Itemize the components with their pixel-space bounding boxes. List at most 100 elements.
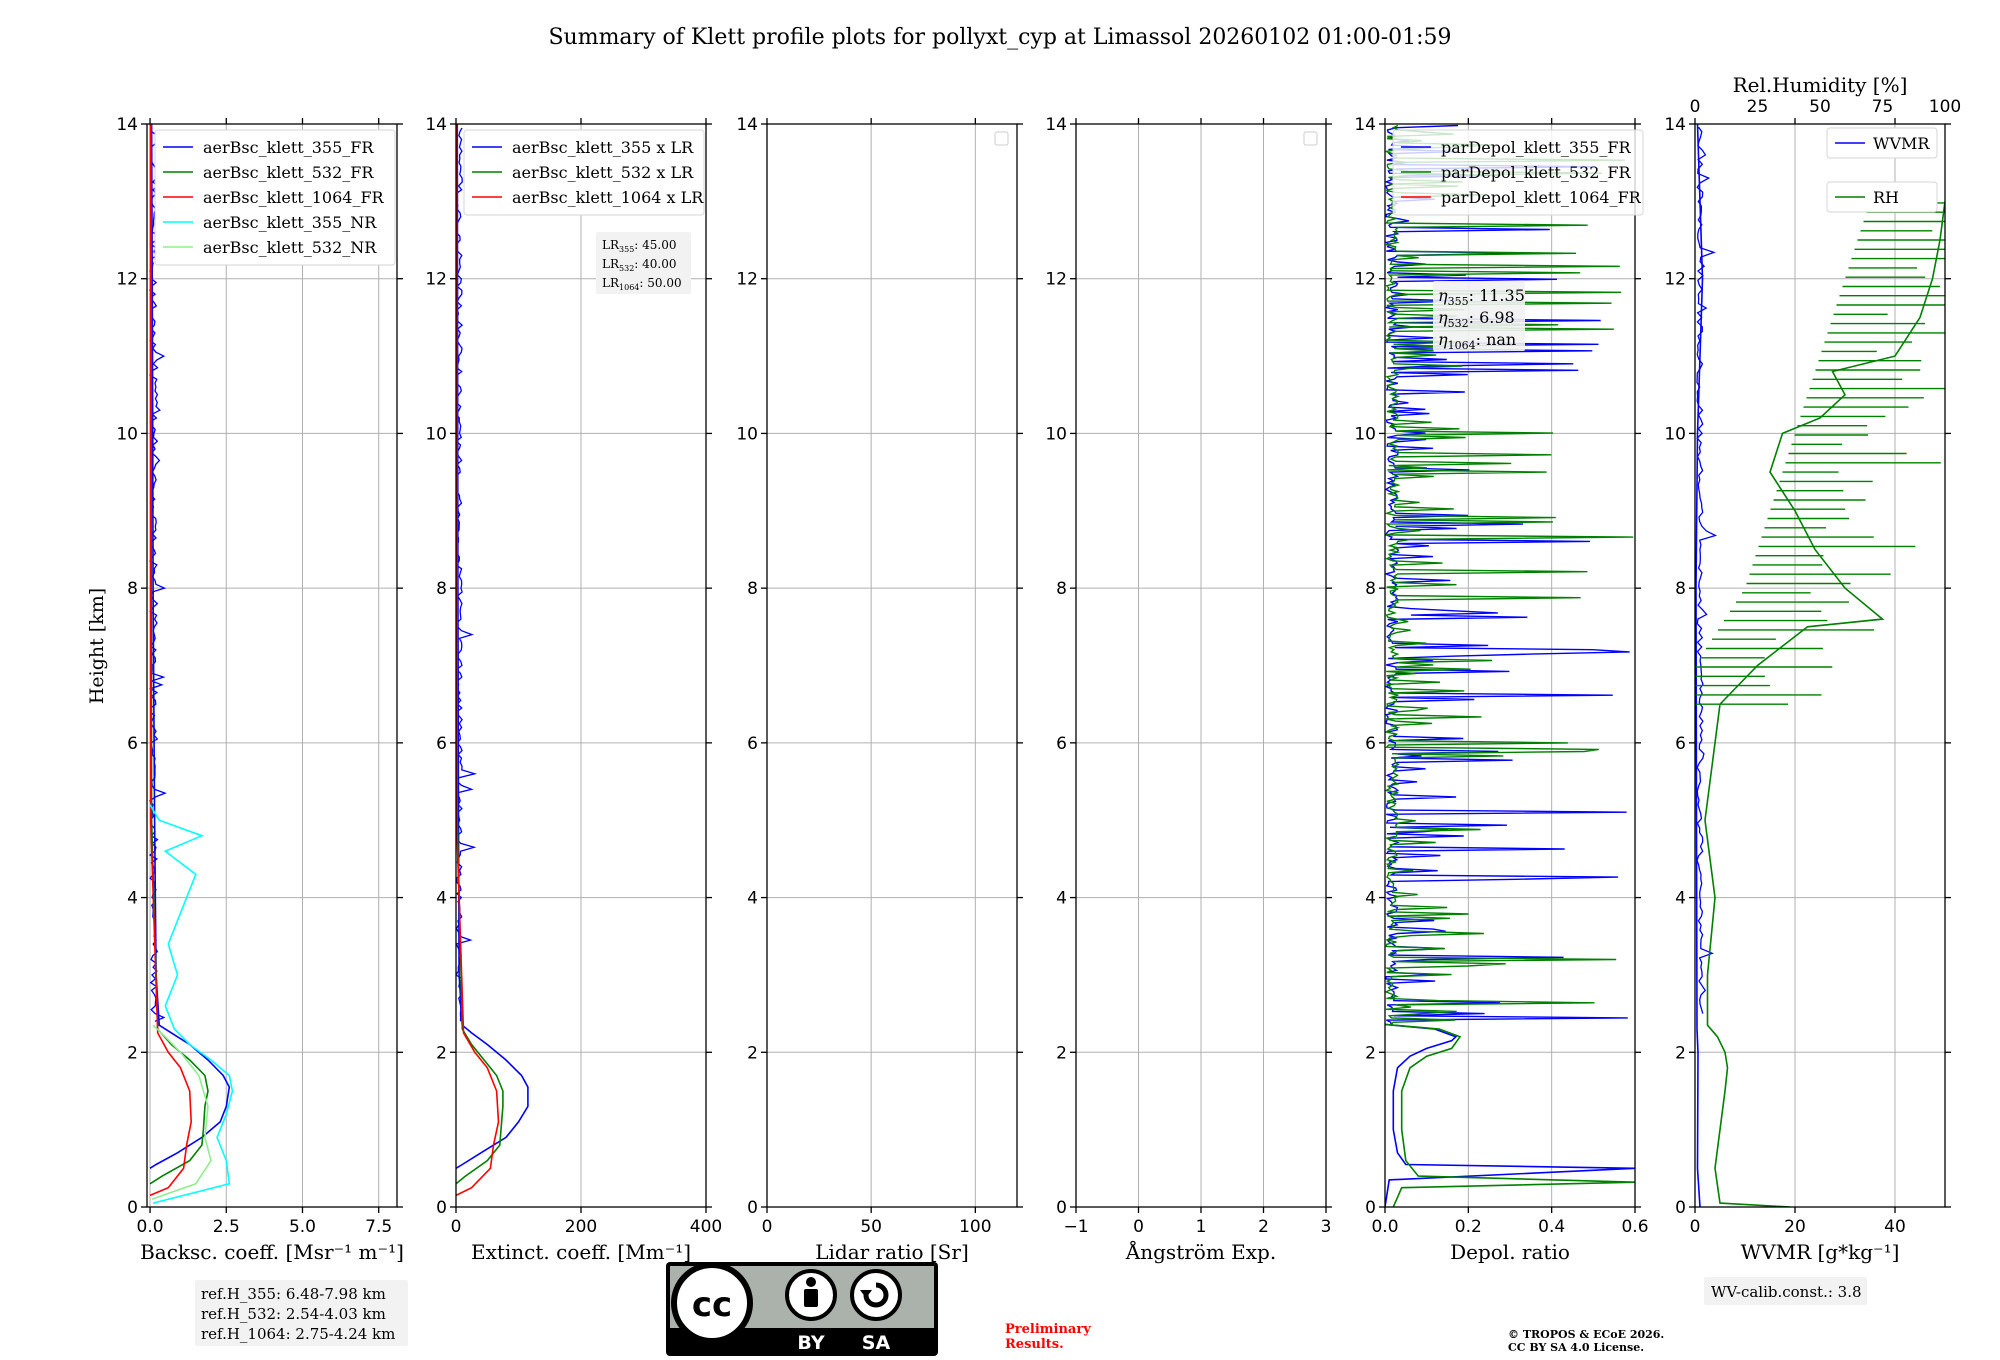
y-tick-label: 14 xyxy=(1664,115,1686,135)
x2-tick-label: 75 xyxy=(1872,97,1894,117)
y-tick-label: 12 xyxy=(425,270,447,290)
cc-license-logo: cc BY SA xyxy=(666,1262,938,1356)
y-tick-label: 8 xyxy=(1675,579,1686,599)
y-tick-label: 10 xyxy=(1045,424,1067,444)
x2-tick-label: 0 xyxy=(1690,97,1701,117)
preliminary-label: Preliminary xyxy=(1005,1322,1091,1337)
y-tick-label: 14 xyxy=(736,115,758,135)
x-tick-label: 200 xyxy=(565,1217,597,1237)
legend-label: parDepol_klett_355_FR xyxy=(1441,138,1632,157)
x-tick-label: 5.0 xyxy=(289,1217,316,1237)
legend: aerBsc_klett_355 x LR aerBsc_klett_532 x … xyxy=(463,129,705,216)
y-tick-label: 4 xyxy=(1675,889,1686,909)
y-tick-label: 10 xyxy=(1664,424,1686,444)
y-tick-label: 0 xyxy=(436,1198,447,1218)
x-tick-label: 40 xyxy=(1884,1217,1906,1237)
y-tick-label: 0 xyxy=(1365,1198,1376,1218)
x-tick-label: 3 xyxy=(1321,1217,1332,1237)
x-tick-label: 1 xyxy=(1196,1217,1207,1237)
y-tick-label: 8 xyxy=(747,579,758,599)
y-tick-label: 0 xyxy=(1675,1198,1686,1218)
y-tick-label: 14 xyxy=(1354,115,1376,135)
x-tick-label: 0.6 xyxy=(1621,1217,1648,1237)
y-tick-label: 6 xyxy=(747,734,758,754)
x-tick-label: 0.0 xyxy=(137,1217,164,1237)
lr-value: LR1064: 50.00 xyxy=(602,276,682,292)
y-tick-label: 2 xyxy=(436,1043,447,1063)
legend-label: aerBsc_klett_532 x LR xyxy=(512,163,694,182)
x-tick-label: 2 xyxy=(1258,1217,1269,1237)
parDepol-355-noise-line xyxy=(1385,124,1630,1025)
legend-label: parDepol_klett_532_FR xyxy=(1441,163,1632,182)
ref-h-532: ref.H_532: 2.54-4.03 km xyxy=(201,1305,386,1323)
legend-label: aerBsc_klett_355_NR xyxy=(203,213,377,232)
lr-box xyxy=(596,232,691,294)
series-RH xyxy=(1704,201,1945,1207)
y-tick-label: 14 xyxy=(116,115,138,135)
panel-bsc: 0.0 2.5 5.0 7.5 0 2 4 6 8 10 12 14 Backsc. coeff. [M… xyxy=(116,115,404,1264)
x-tick-label: 50 xyxy=(860,1217,882,1237)
ref-h-1064: ref.H_1064: 2.75-4.24 km xyxy=(201,1325,395,1343)
x-tick-label: 0.2 xyxy=(1455,1217,1482,1237)
x-tick-label: 0 xyxy=(762,1217,773,1237)
data-lines xyxy=(148,124,234,1204)
series-aerBsc_klett_532 x LR xyxy=(456,124,504,1185)
legend-frame xyxy=(1826,181,1938,213)
y-tick-label: 14 xyxy=(425,115,447,135)
y-tick-label: 4 xyxy=(747,889,758,909)
results-label: Results. xyxy=(1005,1337,1064,1352)
x-axis-label: Depol. ratio xyxy=(1450,1240,1570,1264)
x-tick-label: 100 xyxy=(959,1217,991,1237)
data-lines xyxy=(456,124,529,1197)
y-tick-label: 2 xyxy=(1675,1043,1686,1063)
y-tick-label: 8 xyxy=(1365,579,1376,599)
RH-streaks xyxy=(1695,202,1945,705)
x2-tick-label: 50 xyxy=(1809,97,1831,117)
copyright-line1: © TROPOS & ECoE 2026. xyxy=(1508,1328,1664,1341)
panel-wv: 0 20 40 0 2 4 6 8 10 12 14 WVMR [g*kg⁻¹] 0 25 50 75 100 R… xyxy=(1664,73,1961,1264)
legend-label: WVMR xyxy=(1873,134,1930,153)
legend: WVMR RH xyxy=(1826,127,1938,213)
y-tick-label: 6 xyxy=(1365,734,1376,754)
y-tick-label: 12 xyxy=(1354,270,1376,290)
eta-value: η532: 6.98 xyxy=(1438,308,1515,330)
y-tick-label: 2 xyxy=(1056,1043,1067,1063)
series-WVMR xyxy=(1695,124,1704,1207)
cc-sa-label: SA xyxy=(862,1332,891,1354)
parDepol-532-noise-line xyxy=(1385,124,1634,1025)
axes-frame xyxy=(1694,123,1946,1208)
panel-lr: 0 50 100 0 2 4 6 8 10 12 14 Lidar ratio [Sr] xyxy=(736,115,1023,1264)
legend-label: RH xyxy=(1873,188,1899,207)
y-tick-label: 6 xyxy=(1056,734,1067,754)
x-tick-label: 0 xyxy=(1690,1217,1701,1237)
x-tick-label: 0.0 xyxy=(1371,1217,1398,1237)
series-aerBsc_klett_355 x LR-noise xyxy=(456,127,478,1022)
x-tick-label: 7.5 xyxy=(365,1217,392,1237)
x-axis-label: Ångström Exp. xyxy=(1125,1239,1276,1264)
y-tick-label: 4 xyxy=(436,889,447,909)
y-tick-label: 10 xyxy=(736,424,758,444)
sa-share-icon xyxy=(850,1269,902,1321)
eta-value: η1064: nan xyxy=(1438,330,1516,352)
data-lines xyxy=(1695,124,1945,1207)
y-tick-label: 6 xyxy=(1675,734,1686,754)
series-aerBsc_klett_355_FR xyxy=(149,124,231,1169)
x-tick-label: 20 xyxy=(1784,1217,1806,1237)
figure-title: Summary of Klett profile plots for polly… xyxy=(548,25,1451,50)
y-tick-label: 8 xyxy=(127,579,138,599)
legend-label: aerBsc_klett_1064_FR xyxy=(203,188,385,207)
legend-frame xyxy=(154,129,396,266)
series-aerBsc_klett_1064_FR xyxy=(149,124,193,1197)
x-axis-label: WVMR [g*kg⁻¹] xyxy=(1741,1240,1900,1264)
empty-legend-box xyxy=(994,131,1009,146)
x2-tick-label: 100 xyxy=(1929,97,1961,117)
legend-label: aerBsc_klett_355_FR xyxy=(203,138,374,157)
wv-calib-box: WV-calib.const.: 3.8 xyxy=(1704,1277,1867,1305)
cc-icon: cc xyxy=(692,1285,732,1325)
legend-frame xyxy=(463,129,705,216)
x-axis-label: Lidar ratio [Sr] xyxy=(815,1240,969,1264)
axes-frame xyxy=(766,123,1018,1208)
legend-label: parDepol_klett_1064_FR xyxy=(1441,188,1642,207)
